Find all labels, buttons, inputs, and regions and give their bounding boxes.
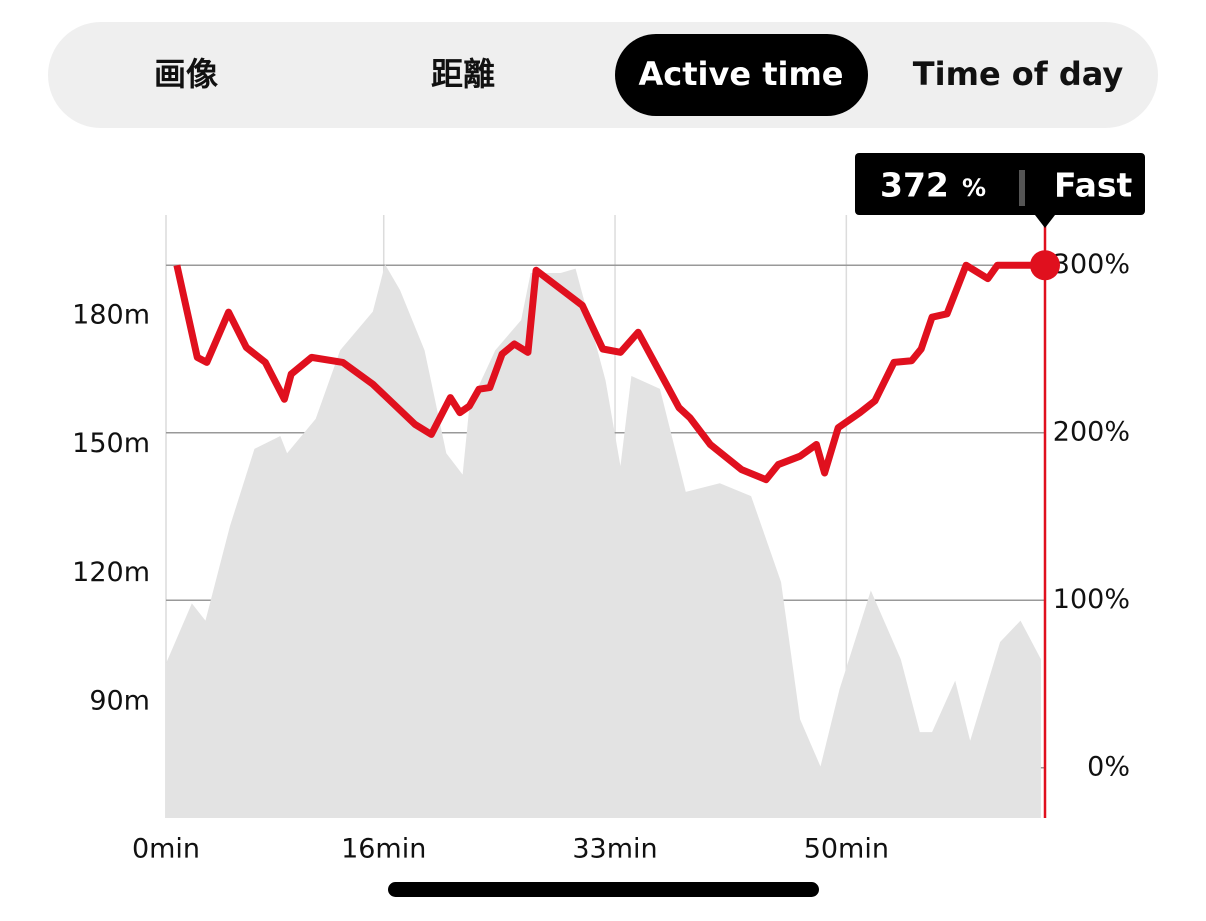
x-tick-label: 50min: [804, 834, 889, 865]
tab[interactable]: Active time: [638, 55, 843, 93]
y-tick-label: 180m: [72, 299, 150, 330]
elevation-area: [166, 264, 1041, 819]
pace-line: [173, 261, 1045, 484]
tooltip-pointer: [1035, 215, 1055, 228]
tab[interactable]: Time of day: [913, 55, 1124, 93]
x-tick-label: 16min: [341, 834, 426, 865]
tooltip-unit: %: [962, 174, 986, 202]
tab[interactable]: 画像: [154, 55, 218, 93]
tab-selected-bg: [615, 34, 868, 116]
y-tick-label: 150m: [72, 428, 150, 459]
tab[interactable]: 距離: [431, 55, 495, 93]
tab-bar: [48, 22, 1158, 128]
tooltip-divider: [1019, 170, 1025, 206]
x-tick-label: 0min: [132, 834, 200, 865]
tooltip-label: Fast: [1054, 166, 1133, 205]
cursor-point: [1030, 250, 1060, 281]
y2-tick-label: 0%: [1087, 751, 1130, 782]
y-tick-label: 120m: [72, 557, 150, 588]
y-tick-label: 90m: [89, 686, 150, 717]
y2-tick-label: 100%: [1053, 584, 1130, 615]
tooltip: [855, 153, 1145, 215]
y2-tick-label: 200%: [1053, 416, 1130, 447]
tooltip-value: 372: [880, 166, 949, 205]
y2-tick-label: 300%: [1053, 249, 1130, 280]
x-tick-label: 33min: [572, 834, 657, 865]
home-indicator: [388, 882, 819, 897]
